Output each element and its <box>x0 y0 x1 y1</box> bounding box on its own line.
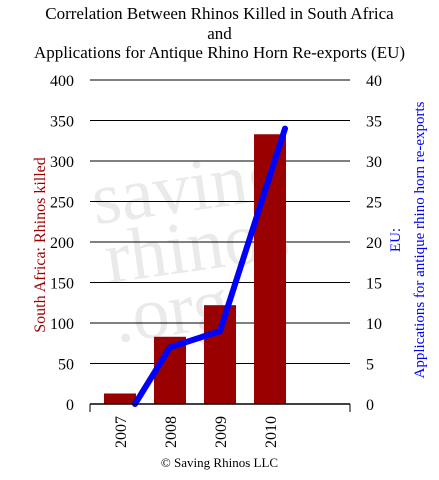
right-tick-label: 20 <box>366 235 382 252</box>
axes <box>89 403 351 412</box>
right-tick-label: 40 <box>366 73 382 90</box>
chart-title-line-2: and <box>207 24 232 43</box>
left-tick-label: 150 <box>50 276 74 293</box>
left-tick-label: 400 <box>50 73 74 90</box>
right-axis-ticks: 0 5 10 15 20 25 30 35 40 <box>366 73 382 414</box>
left-tick-label: 100 <box>50 316 74 333</box>
right-tick-label: 5 <box>366 357 374 374</box>
right-axis-label-line-2: Applications for antique rhino horn re-e… <box>412 101 428 378</box>
x-tick-label: 2008 <box>163 416 180 448</box>
series-line <box>132 125 288 407</box>
left-axis-label: South Africa: Rhinos killed <box>32 157 49 333</box>
right-tick-label: 25 <box>366 195 382 212</box>
left-tick-label: 50 <box>58 357 74 374</box>
left-axis-ticks: 0 50 100 150 200 250 300 350 400 <box>50 73 74 414</box>
right-tick-label: 15 <box>366 276 382 293</box>
gridlines <box>90 79 350 364</box>
chart-title-line-1: Correlation Between Rhinos Killed in Sou… <box>45 4 394 23</box>
x-tick-label: 2010 <box>263 416 280 448</box>
x-axis-ticks: 2007 2008 2009 2010 <box>113 416 280 448</box>
bar <box>204 305 236 404</box>
bar <box>104 393 136 404</box>
chart-title-line-3: Applications for Antique Rhino Horn Re-e… <box>33 43 406 62</box>
left-tick-label: 0 <box>66 397 74 414</box>
x-tick-label: 2009 <box>213 416 230 448</box>
right-axis-label-line-1: EU: <box>388 228 404 252</box>
right-tick-label: 30 <box>366 154 382 171</box>
copyright-footer: © Saving Rhinos LLC <box>160 455 279 470</box>
left-tick-label: 350 <box>50 114 74 131</box>
x-tick-label: 2007 <box>113 416 130 448</box>
left-tick-label: 300 <box>50 154 74 171</box>
left-tick-label: 250 <box>50 195 74 212</box>
right-tick-label: 0 <box>366 397 374 414</box>
right-tick-label: 10 <box>366 316 382 333</box>
right-tick-label: 35 <box>366 114 382 131</box>
line-series <box>132 125 288 407</box>
left-tick-label: 200 <box>50 235 74 252</box>
